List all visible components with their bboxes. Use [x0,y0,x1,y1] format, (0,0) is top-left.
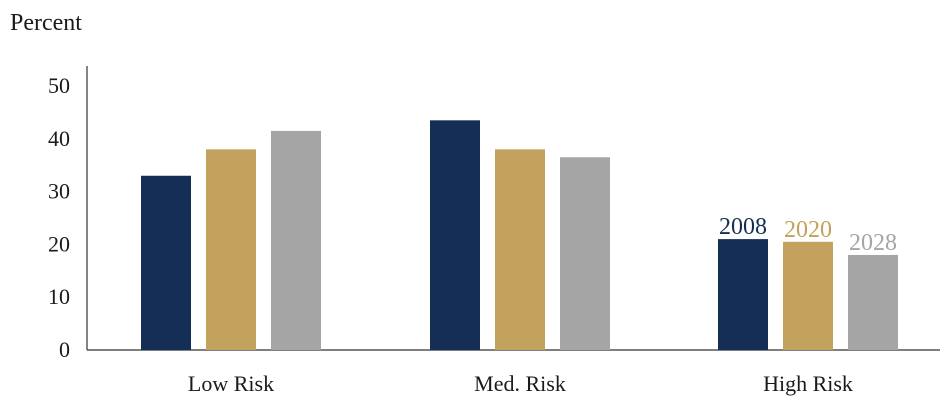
bar-high-risk-2028 [848,254,898,350]
bar-med-risk-2020 [495,149,545,350]
y-tick-label-0: 0 [59,337,70,362]
y-tick-label-50: 50 [48,73,70,98]
bar-low-risk-2020 [206,149,256,350]
bars-group [141,120,898,350]
category-label-med-risk: Med. Risk [474,371,566,396]
series-label-2020: 2020 [784,217,832,243]
y-tick-label-40: 40 [48,126,70,151]
bar-med-risk-2028 [560,157,610,350]
bar-med-risk-2008 [430,120,480,350]
bar-low-risk-2028 [271,130,321,350]
category-label-high-risk: High Risk [763,371,853,396]
y-tick-label-10: 10 [48,284,70,309]
y-axis-ticks: 0 10 20 30 40 50 [48,73,70,362]
bar-low-risk-2008 [141,175,191,350]
bar-high-risk-2008 [718,239,768,350]
category-labels: Low Risk Med. Risk High Risk [188,371,853,396]
series-labels: 2008 2020 2028 [719,214,897,256]
y-axis-unit-label: Percent [10,10,82,36]
series-label-2028: 2028 [849,230,897,256]
category-label-low-risk: Low Risk [188,371,274,396]
y-tick-label-30: 30 [48,179,70,204]
bar-high-risk-2020 [783,241,833,350]
series-label-2008: 2008 [719,214,767,240]
y-tick-label-20: 20 [48,231,70,256]
